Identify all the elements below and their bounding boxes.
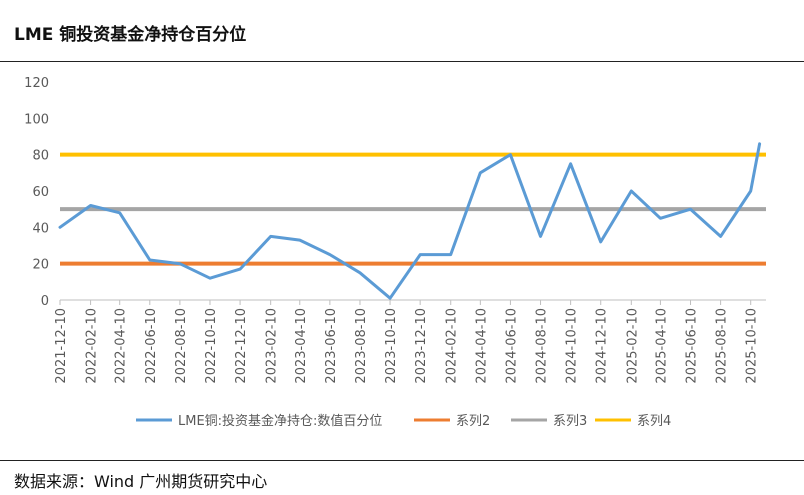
x-tick-label: 2023-10-10 (384, 308, 399, 384)
top-divider (0, 61, 804, 62)
y-tick-label: 100 (24, 112, 49, 127)
source-note: 数据来源：Wind 广州期货研究中心 (14, 472, 268, 491)
legend-label: LME铜:投资基金净持仓:数值百分位 (178, 413, 382, 429)
line-chart: 0 20 40 60 80 100 120 2021-12-10 2022-02-10 2022… (24, 76, 766, 429)
x-tick-label: 2021-12-10 (54, 308, 69, 384)
x-tick-label: 2022-10-10 (204, 308, 219, 384)
x-tick-label: 2023-08-10 (354, 308, 369, 384)
y-tick-label: 20 (32, 258, 49, 273)
series-line (58, 142, 762, 300)
x-tick-label: 2025-02-10 (625, 308, 640, 384)
bottom-divider (0, 460, 804, 461)
x-axis: 2021-12-10 2022-02-10 2022-04-10 2022-06-10… (54, 299, 766, 384)
x-tick-label: 2025-08-10 (715, 308, 730, 384)
x-tick-label: 2024-08-10 (535, 308, 550, 384)
y-axis: 0 20 40 60 80 100 120 (24, 76, 49, 309)
legend-label: 系列2 (456, 414, 490, 429)
y-tick-label: 80 (32, 149, 49, 164)
legend-label: 系列3 (553, 414, 587, 429)
x-tick-label: 2022-12-10 (234, 308, 249, 384)
x-tick-label: 2022-04-10 (114, 308, 129, 384)
y-tick-label: 40 (32, 221, 49, 236)
x-tick-label: 2023-06-10 (324, 308, 339, 384)
y-tick-label: 0 (41, 294, 49, 309)
legend: LME铜:投资基金净持仓:数值百分位 系列2 系列3 系列4 (136, 413, 671, 429)
x-tick-label: 2023-12-10 (414, 308, 429, 384)
x-tick-label: 2025-04-10 (654, 308, 669, 384)
x-tick-label: 2022-02-10 (85, 308, 100, 384)
x-tick-label: 2022-08-10 (174, 308, 189, 384)
y-tick-label: 120 (24, 76, 49, 91)
x-tick-label: 2024-12-10 (595, 308, 610, 384)
x-tick-label: 2025-10-10 (745, 308, 760, 384)
x-tick-label: 2024-04-10 (474, 308, 489, 384)
legend-label: 系列4 (637, 414, 671, 429)
plot-area (58, 142, 766, 300)
x-tick-label: 2024-10-10 (565, 308, 580, 384)
x-tick-label: 2023-02-10 (265, 308, 280, 384)
x-tick-label: 2025-06-10 (685, 308, 700, 384)
y-tick-label: 60 (32, 185, 49, 200)
chart-title: LME 铜投资基金净持仓百分位 (14, 25, 247, 45)
x-tick-label: 2024-02-10 (445, 308, 460, 384)
x-tick-label: 2024-06-10 (504, 308, 519, 384)
x-tick-label: 2022-06-10 (144, 308, 159, 384)
x-tick-label: 2023-04-10 (294, 308, 309, 384)
